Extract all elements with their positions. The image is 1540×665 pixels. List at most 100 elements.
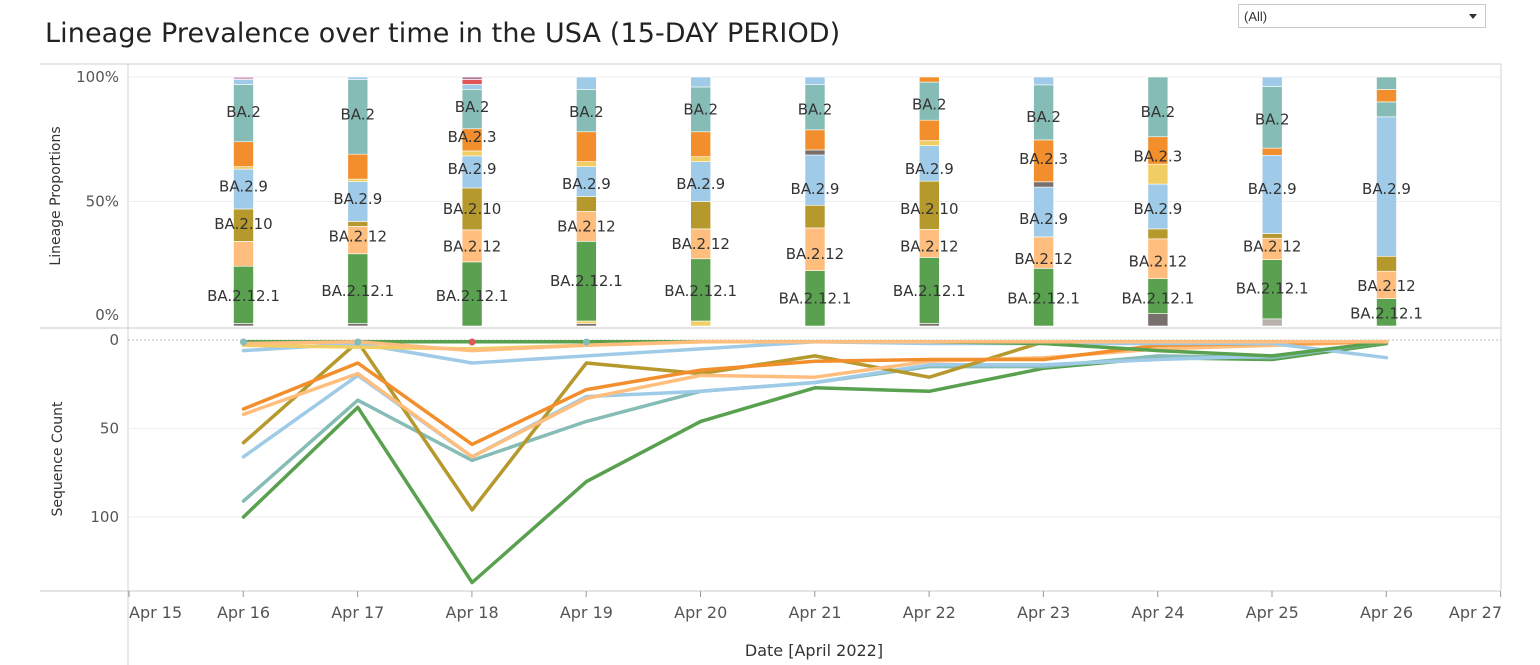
bar-segment bbox=[233, 79, 254, 85]
bar-segment bbox=[918, 76, 940, 83]
bar-segment bbox=[690, 131, 712, 157]
bar-segment bbox=[1033, 76, 1054, 86]
bar-segment-label: BA.2.12.1 bbox=[436, 287, 509, 305]
bar-segment-label: BA.2.12 bbox=[1014, 250, 1072, 268]
x-tick-label: Apr 27 bbox=[1449, 603, 1502, 622]
x-tick-label: Apr 21 bbox=[788, 603, 841, 622]
x-tick-label: Apr 15 bbox=[129, 603, 182, 622]
bar-segment-label: BA.2.12 bbox=[786, 245, 844, 263]
chart-axes: Lineage Proportions Sequence Count 100% 50%… bbox=[48, 68, 1502, 660]
line-y-tick: 0 bbox=[109, 331, 119, 349]
bar-segment bbox=[804, 76, 826, 85]
bar-segment bbox=[347, 76, 369, 80]
line-y-tick: 100 bbox=[90, 508, 119, 526]
series-line bbox=[241, 340, 1389, 512]
bar-segment bbox=[804, 204, 826, 229]
bar-segment bbox=[1147, 228, 1169, 240]
bar-segment-label: BA.2.3 bbox=[1019, 150, 1068, 168]
bar-segment bbox=[576, 131, 597, 162]
bar-segment-label: BA.2.9 bbox=[905, 160, 954, 178]
bar-segment bbox=[1261, 147, 1283, 156]
chart-title: Lineage Prevalence over time in the USA … bbox=[45, 18, 841, 49]
bar-segment-label: BA.2.12.1 bbox=[1350, 305, 1423, 323]
bar-segment-label: BA.2.12 bbox=[671, 235, 729, 253]
bar-stack: BA.2.12.1 BA.2.12 BA.2.9 bbox=[1350, 76, 1423, 327]
series-line bbox=[241, 340, 1389, 503]
bar-segment bbox=[347, 323, 369, 327]
bar-segment-label: BA.2.12.1 bbox=[321, 282, 394, 300]
x-tick-label: Apr 16 bbox=[217, 603, 270, 622]
x-tick-label: Apr 24 bbox=[1131, 603, 1184, 622]
bar-segment-label: BA.2 bbox=[569, 103, 604, 121]
x-tick-label: Apr 23 bbox=[1017, 603, 1070, 622]
bar-segment bbox=[1261, 318, 1283, 327]
bar-segment bbox=[918, 140, 940, 146]
bar-segment bbox=[347, 153, 369, 180]
line-y-tick: 50 bbox=[100, 420, 119, 438]
bar-segment-label: BA.2.12.1 bbox=[1236, 280, 1309, 298]
bar-segment bbox=[690, 320, 712, 327]
bar-segment-label: BA.2.9 bbox=[219, 178, 268, 196]
bar-segment bbox=[233, 241, 254, 267]
bar-segment bbox=[576, 320, 597, 324]
bar-segment-label: BA.2 bbox=[226, 103, 261, 121]
x-tick-label: Apr 17 bbox=[331, 603, 384, 622]
bar-segment-label: BA.2.12 bbox=[443, 237, 501, 255]
bar-segment bbox=[918, 323, 940, 327]
bar-segment bbox=[347, 178, 369, 182]
bar-segment-label: BA.2.12.1 bbox=[207, 287, 280, 305]
bar-segment bbox=[1147, 76, 1169, 138]
bar-segment bbox=[1147, 163, 1169, 185]
bar-y-tick: 50% bbox=[86, 193, 119, 211]
bar-segment-label: BA.2.9 bbox=[676, 175, 725, 193]
x-tick-label: Apr 22 bbox=[903, 603, 956, 622]
bar-segment bbox=[576, 323, 597, 327]
bar-segment-label: BA.2.12 bbox=[900, 237, 958, 255]
lineage-filter-dropdown[interactable]: (All) bbox=[1238, 4, 1486, 28]
bar-stack: BA.2.12.1 BA.2.12 BA.2.9 BA.2 bbox=[550, 76, 623, 327]
bar-stack: BA.2.12.1 BA.2.10 BA.2.9 BA.2 bbox=[207, 76, 280, 327]
bar-stack: BA.2.12.1 BA.2.12 BA.2.9 BA.2.3 BA.2 bbox=[1007, 76, 1080, 327]
bar-segment-label: BA.2 bbox=[1255, 110, 1290, 128]
point-marker bbox=[468, 338, 476, 346]
bar-stack: BA.2.12.1 BA.2.12 BA.2.9 BA.2 bbox=[779, 76, 852, 327]
bar-segment bbox=[233, 166, 254, 170]
x-tick-label: Apr 25 bbox=[1246, 603, 1299, 622]
line-y-axis-label: Sequence Count bbox=[50, 401, 66, 517]
bar-segment-label: BA.2.12.1 bbox=[779, 290, 852, 308]
bar-segment-label: BA.2.12 bbox=[1243, 237, 1301, 255]
sequence-count-line-chart bbox=[240, 338, 1389, 585]
bar-segment bbox=[461, 84, 483, 90]
point-marker bbox=[582, 338, 590, 346]
bar-segment-label: BA.2.12 bbox=[1357, 277, 1415, 295]
bar-segment-label: BA.2.9 bbox=[1248, 180, 1297, 198]
stacked-bar-chart: BA.2.12.1 BA.2.10 BA.2.9 BA.2 BA.2.12.1 BA.2.… bbox=[207, 76, 1423, 327]
point-marker bbox=[240, 338, 247, 346]
bar-segment bbox=[233, 323, 254, 327]
bar-segment-label: BA.2.12.1 bbox=[1007, 290, 1080, 308]
bar-segment bbox=[1147, 313, 1169, 327]
x-tick-label: Apr 26 bbox=[1360, 603, 1413, 622]
series-line bbox=[241, 340, 1389, 459]
bar-segment bbox=[461, 79, 483, 85]
bar-segment-label: BA.2.12.1 bbox=[550, 272, 623, 290]
bar-segment-label: BA.2.9 bbox=[562, 175, 611, 193]
bar-segment-label: BA.2 bbox=[683, 100, 718, 118]
bar-segment bbox=[1376, 255, 1397, 272]
x-tick-label: Apr 18 bbox=[446, 603, 499, 622]
bar-segment-label: BA.2.10 bbox=[900, 200, 958, 218]
series-line bbox=[241, 340, 1389, 459]
bar-segment bbox=[918, 119, 940, 141]
x-tick-label: Apr 19 bbox=[560, 603, 613, 622]
bar-segment bbox=[690, 76, 712, 88]
bar-stack: BA.2.12.1 BA.2.12 BA.2.10 BA.2.9 BA.2 bbox=[893, 76, 966, 327]
bar-y-tick: 0% bbox=[95, 306, 119, 324]
lineage-filter-value: (All) bbox=[1244, 9, 1268, 24]
bar-segment bbox=[1033, 181, 1054, 188]
bar-segment bbox=[804, 129, 826, 151]
series-line bbox=[241, 340, 1389, 353]
bar-segment-label: BA.2.10 bbox=[443, 200, 501, 218]
bar-y-tick: 100% bbox=[76, 68, 119, 86]
bar-segment-label: BA.2.12 bbox=[329, 227, 387, 245]
bar-segment-label: BA.2.9 bbox=[1133, 200, 1182, 218]
